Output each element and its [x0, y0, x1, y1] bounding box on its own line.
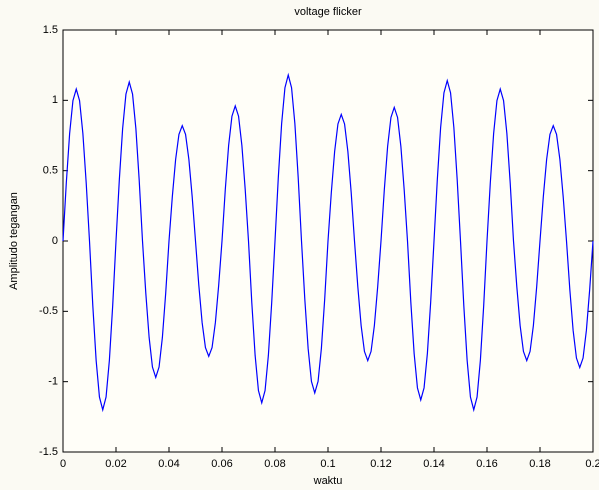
x-tick-label: 0.1 [320, 458, 335, 470]
x-tick-label: 0.02 [105, 458, 126, 470]
x-tick-label: 0.16 [476, 458, 497, 470]
y-tick-label: 0 [52, 235, 58, 247]
data-line [62, 72, 594, 413]
x-tick-label: 0.2 [585, 458, 599, 470]
x-tick-label: 0.08 [264, 458, 285, 470]
x-tick-label: 0.12 [370, 458, 391, 470]
x-tick-label: 0.06 [211, 458, 232, 470]
x-tick-label: 0 [60, 458, 66, 470]
x-tick-label: 0.14 [423, 458, 444, 470]
y-tick-label: 0.5 [43, 165, 58, 177]
chart-title: voltage flicker [294, 6, 362, 18]
x-tick-label: 0.04 [158, 458, 179, 470]
y-tick-label: -0.5 [39, 305, 58, 317]
y-axis-label: Amplitudo tegangan [8, 192, 20, 290]
x-tick-label: 0.18 [529, 458, 550, 470]
y-tick-label: -1.5 [39, 446, 58, 458]
y-tick-label: 1.5 [43, 24, 58, 36]
y-tick-label: 1 [52, 94, 58, 106]
x-axis-label: waktu [313, 475, 343, 487]
y-tick-label: -1 [48, 376, 58, 388]
